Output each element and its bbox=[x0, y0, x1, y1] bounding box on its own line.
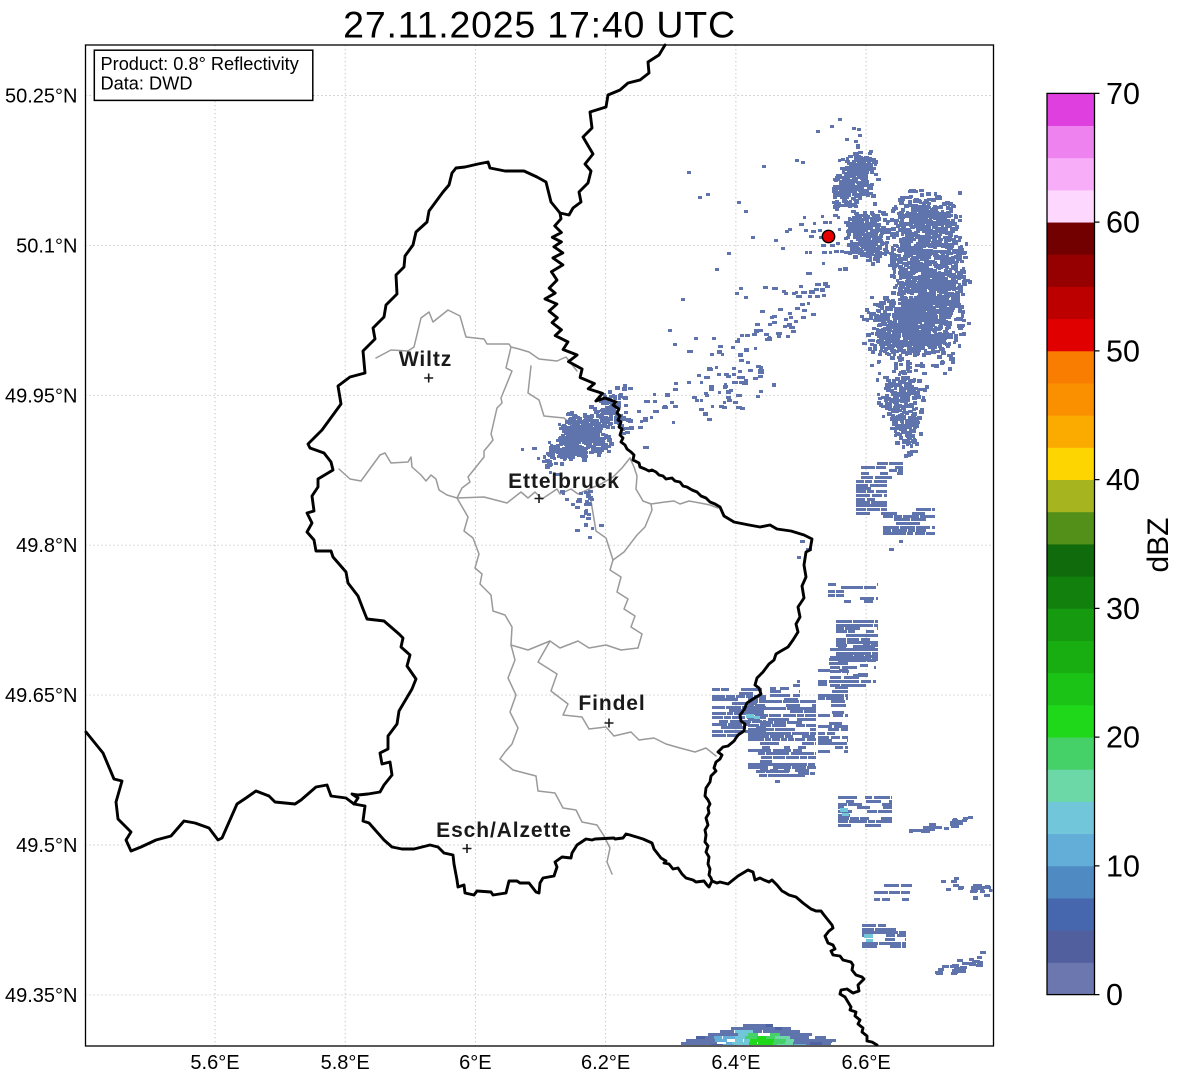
svg-text:Esch/Alzette: Esch/Alzette bbox=[436, 819, 572, 842]
svg-text:5.6°E: 5.6°E bbox=[190, 1052, 239, 1074]
svg-text:0: 0 bbox=[1106, 978, 1123, 1012]
svg-text:Findel: Findel bbox=[578, 692, 645, 715]
svg-text:10: 10 bbox=[1106, 849, 1140, 883]
svg-text:20: 20 bbox=[1106, 721, 1140, 755]
svg-text:40: 40 bbox=[1106, 463, 1140, 497]
svg-text:Product: 0.8° Reflectivity: Product: 0.8° Reflectivity bbox=[101, 54, 300, 74]
svg-text:50: 50 bbox=[1106, 334, 1140, 368]
svg-text:Wiltz: Wiltz bbox=[399, 348, 452, 371]
svg-text:49.35°N: 49.35°N bbox=[5, 985, 78, 1007]
svg-text:50.25°N: 50.25°N bbox=[5, 86, 78, 108]
svg-text:50.1°N: 50.1°N bbox=[16, 235, 77, 257]
svg-text:6.6°E: 6.6°E bbox=[842, 1052, 891, 1074]
svg-text:30: 30 bbox=[1106, 592, 1140, 626]
svg-text:6°E: 6°E bbox=[459, 1052, 491, 1074]
svg-text:70: 70 bbox=[1106, 77, 1140, 111]
svg-text:27.11.2025 17:40 UTC: 27.11.2025 17:40 UTC bbox=[343, 4, 736, 46]
svg-text:Data: DWD: Data: DWD bbox=[101, 74, 193, 94]
svg-text:49.8°N: 49.8°N bbox=[16, 535, 77, 557]
svg-text:49.65°N: 49.65°N bbox=[5, 685, 78, 707]
svg-text:6.4°E: 6.4°E bbox=[711, 1052, 760, 1074]
svg-text:5.8°E: 5.8°E bbox=[321, 1052, 370, 1074]
svg-text:dBZ: dBZ bbox=[1142, 517, 1175, 572]
svg-text:60: 60 bbox=[1106, 206, 1140, 240]
svg-text:49.5°N: 49.5°N bbox=[16, 835, 77, 857]
svg-text:Ettelbruck: Ettelbruck bbox=[508, 470, 620, 493]
svg-text:6.2°E: 6.2°E bbox=[581, 1052, 630, 1074]
svg-text:49.95°N: 49.95°N bbox=[5, 385, 78, 407]
